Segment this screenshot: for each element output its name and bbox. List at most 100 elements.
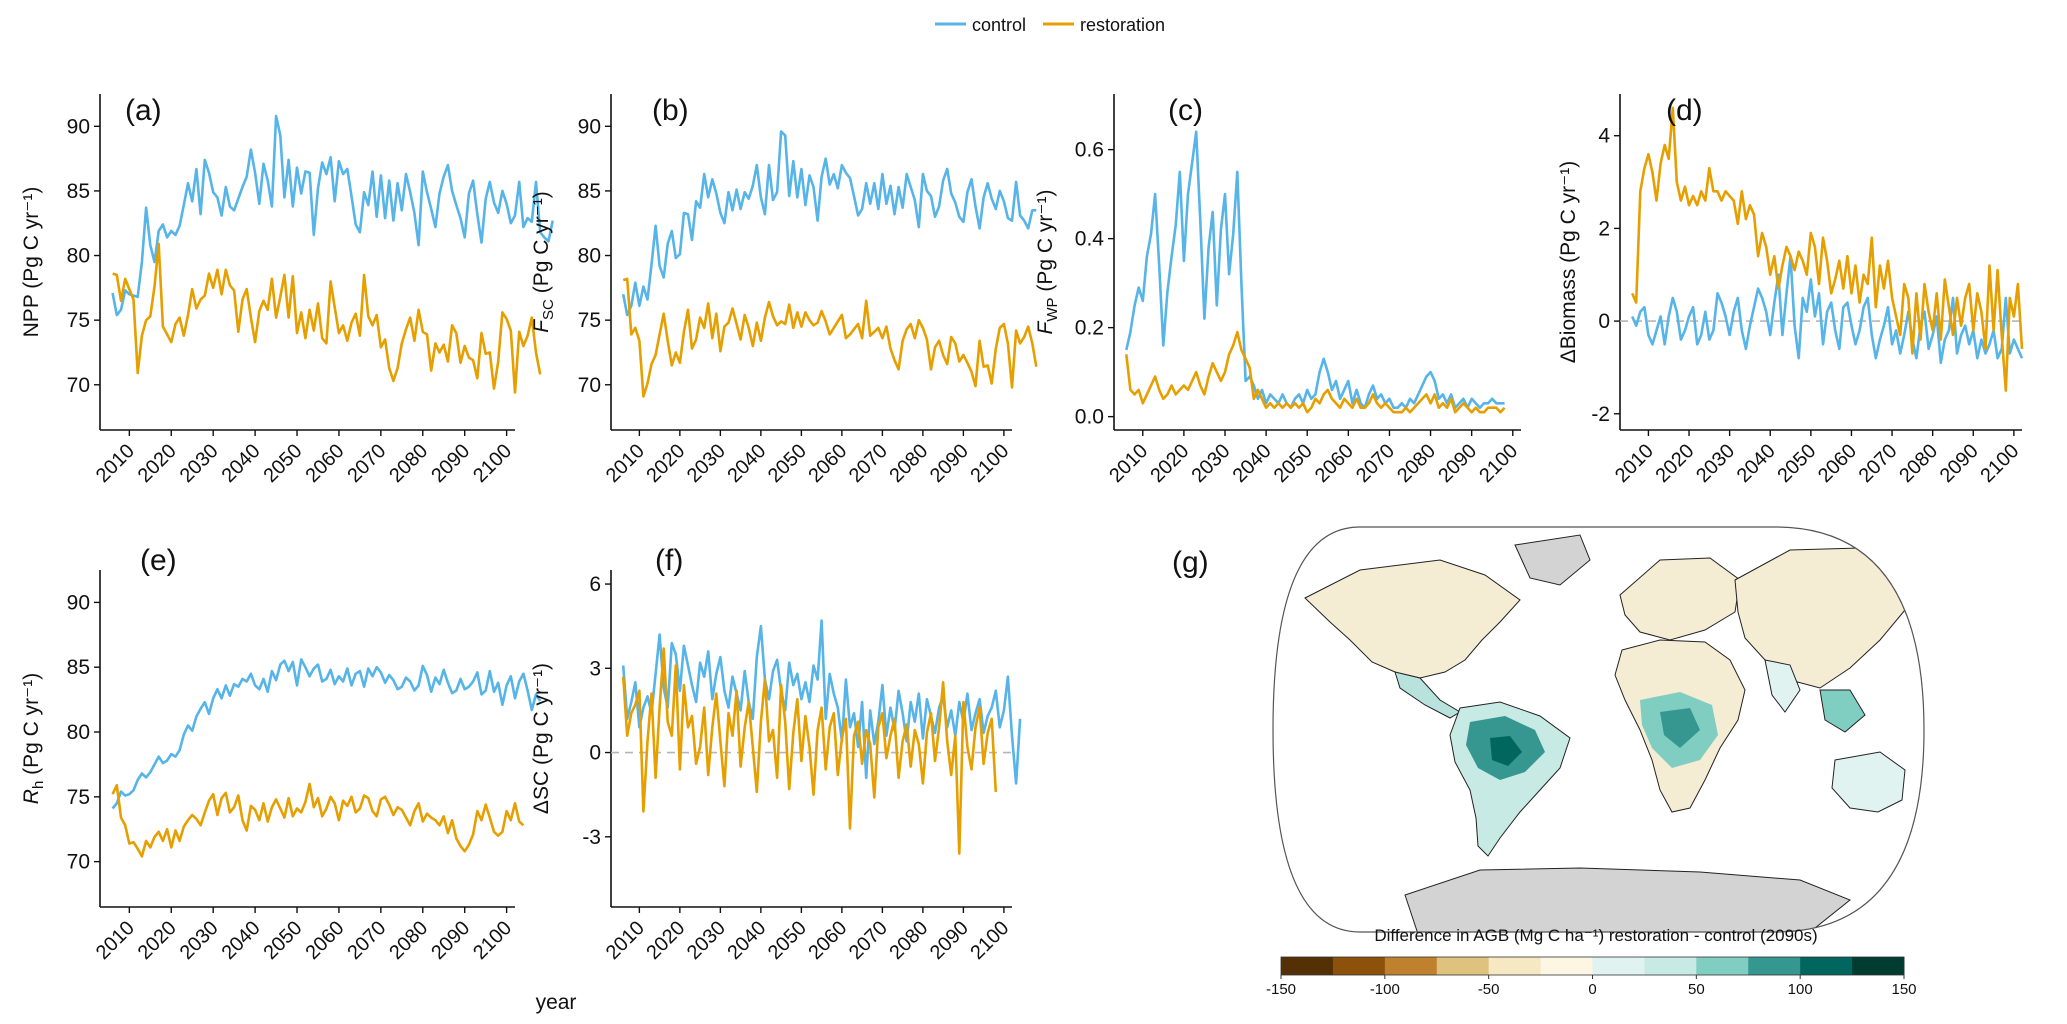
y-tick-label: -3 — [582, 826, 601, 849]
colorbar-swatch — [1800, 957, 1853, 975]
x-tick-label: 2070 — [343, 440, 390, 487]
y-axis-label: NPP (Pg C yr⁻¹) — [20, 187, 43, 338]
panel-label-d: (d) — [1666, 94, 1703, 127]
map-outline — [1272, 526, 1925, 933]
y-tick-label: 4 — [1598, 125, 1610, 148]
y-tick-label: 6 — [589, 573, 601, 596]
panel-a-npp: 7075808590201020202030204020502060207020… — [20, 94, 554, 487]
y-tick-label: 2 — [1598, 217, 1610, 240]
y-tick-label: 70 — [67, 851, 90, 874]
congo-core — [1660, 708, 1700, 748]
x-tick-label: 2070 — [845, 440, 892, 487]
x-tick-label: 2090 — [926, 440, 973, 487]
y-axis-label: FSC (Pg C yr⁻¹) — [530, 191, 557, 333]
y-tick-label: 80 — [67, 721, 90, 744]
y-tick-label: 85 — [578, 180, 601, 203]
panel-label-a: (a) — [125, 94, 162, 127]
panel-e-rh: 7075808590201020202030204020502060207020… — [20, 544, 542, 964]
colorbar-tick-label: 50 — [1688, 981, 1705, 998]
colorbar-swatch — [1332, 957, 1386, 975]
legend-label-control: control — [972, 15, 1026, 35]
series-line-control — [1631, 254, 2024, 365]
x-tick-label: 2040 — [218, 440, 265, 487]
series-line-restoration — [1631, 106, 2024, 392]
colorbar-swatch — [1488, 957, 1542, 975]
x-tick-label: 2060 — [804, 440, 851, 487]
legend-label-restoration: restoration — [1080, 15, 1165, 35]
y-axis-label: ΔBiomass (Pg C yr⁻¹) — [1557, 161, 1580, 363]
y-tick-label: 70 — [578, 374, 601, 397]
series-line-restoration — [1125, 330, 1506, 414]
x-tick-label: 2080 — [885, 440, 932, 487]
landmass-central-america — [1394, 671, 1461, 719]
x-tick-label: 2100 — [966, 440, 1013, 487]
y-axis-label: ΔSC (Pg C yr⁻¹) — [530, 663, 553, 814]
x-tick-label: 2090 — [1434, 440, 1481, 487]
panel-label-c: (c) — [1168, 94, 1203, 127]
panel-d-delta-biomass: -2 0 2 4 20102020203020402050206020702080209… — [1557, 94, 2023, 487]
series-line-control — [111, 114, 554, 317]
x-tick-label: 2060 — [301, 440, 348, 487]
y-tick-label: 90 — [67, 591, 90, 614]
x-tick-label: 2050 — [1270, 440, 1317, 487]
landmass-north-america — [1304, 559, 1521, 679]
x-tick-label: 2080 — [1895, 440, 1942, 487]
colorbar-tick-label: -50 — [1478, 981, 1500, 998]
colorbar-swatch — [1281, 957, 1334, 975]
y-tick-label: 0.0 — [1075, 406, 1104, 429]
y-axis-label: FWP (Pg C yr⁻¹) — [1034, 190, 1061, 335]
colorbar-tick-label: -100 — [1370, 981, 1400, 998]
x-tick-label: 2100 — [469, 440, 516, 487]
panel-b-fsc: 7075808590201020202030204020502060207020… — [530, 94, 1038, 487]
x-tick-label: 2060 — [804, 917, 851, 964]
x-tick-label: 2080 — [385, 440, 432, 487]
x-tick-label: 2100 — [1475, 440, 1522, 487]
series-line-control — [621, 130, 1037, 317]
x-tick-label: 2080 — [885, 917, 932, 964]
y-tick-label: 0.4 — [1075, 228, 1105, 251]
x-tick-label: 2030 — [176, 917, 223, 964]
x-tick-label: 2040 — [723, 440, 770, 487]
panel-c-fwp: 0.0 0.2 0.4 0.6 2010202020302040205020602070… — [1034, 94, 1522, 487]
x-tick-label: 2030 — [176, 440, 223, 487]
x-tick-label: 2030 — [683, 917, 730, 964]
colorbar-swatch — [1644, 957, 1697, 975]
landmass-antarctica — [1404, 867, 1851, 932]
x-tick-label: 2030 — [1692, 440, 1739, 487]
y-tick-label: 0.6 — [1075, 139, 1104, 162]
series-line-control — [1125, 130, 1505, 410]
y-tick-label: 90 — [67, 115, 90, 138]
x-tick-label: 2010 — [602, 440, 649, 487]
colorbar-swatch — [1384, 957, 1438, 975]
y-tick-label: 80 — [67, 245, 90, 268]
x-tick-label: 2100 — [469, 917, 516, 964]
x-tick-label: 2050 — [1773, 440, 1820, 487]
x-tick-label: 2050 — [260, 440, 307, 487]
series-line-restoration — [621, 647, 998, 855]
x-tick-label: 2030 — [683, 440, 730, 487]
panel-label-b: (b) — [652, 94, 689, 127]
x-tick-label: 2040 — [1229, 440, 1276, 487]
x-tick-label: 2020 — [134, 917, 181, 964]
x-tick-label: 2010 — [92, 440, 139, 487]
x-tick-label: 2020 — [1146, 440, 1193, 487]
colorbar-tick-label: 150 — [1891, 981, 1916, 998]
colorbar-swatch — [1852, 957, 1905, 975]
x-tick-label: 2080 — [1393, 440, 1440, 487]
colorbar-tick-label: -150 — [1266, 981, 1296, 998]
colorbar-swatch — [1748, 957, 1801, 975]
x-tick-label: 2060 — [1311, 440, 1358, 487]
y-tick-label: 70 — [67, 374, 90, 397]
x-tick-label: 2080 — [385, 917, 432, 964]
x-tick-label: 2010 — [1105, 440, 1152, 487]
panel-f-delta-sc: -3 0 3 6 20102020203020402050206020702080209… — [530, 544, 1022, 964]
x-tick-label: 2010 — [1611, 440, 1658, 487]
landmass-australia — [1831, 751, 1906, 813]
y-tick-label: 75 — [578, 309, 601, 332]
x-tick-label: 2020 — [1652, 440, 1699, 487]
x-tick-label: 2020 — [642, 440, 689, 487]
world-map — [1273, 527, 1924, 932]
series-line-control — [621, 619, 1022, 785]
y-tick-label: 0 — [1598, 310, 1610, 333]
shared-x-axis-label: year — [536, 991, 577, 1014]
